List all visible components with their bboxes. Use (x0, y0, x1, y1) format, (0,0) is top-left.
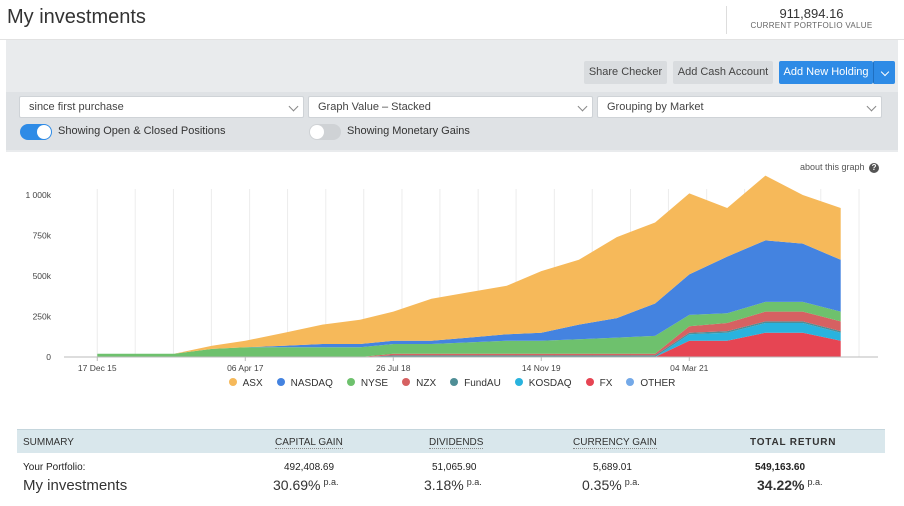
chart-card: about this graph ? 0 250k 500k 750k 1 000k 17… (6, 152, 898, 506)
about-graph-link[interactable]: about this graph ? (800, 162, 880, 173)
capital-gain-value: 492,408.69 (284, 462, 335, 473)
legend-label: NZX (416, 378, 437, 389)
legend-label: NASDAQ (290, 378, 333, 389)
toggle-knob (37, 125, 51, 139)
legend-label: FundAU (464, 378, 501, 389)
legend-swatch (276, 378, 285, 387)
legend-item-asx[interactable]: ASX (228, 378, 263, 389)
toggle-knob (310, 125, 324, 139)
capital-gain-header[interactable]: CAPITAL GAIN (275, 437, 343, 449)
positions-toggle-label: Showing Open & Closed Positions (58, 125, 226, 137)
summary-header-row: SUMMARY CAPITAL GAIN DIVIDENDS CURRENCY … (17, 429, 885, 453)
page-title: My investments (7, 6, 146, 28)
currency-gain-header[interactable]: CURRENCY GAIN (573, 437, 657, 449)
currency-gain-value: 5,689.01 (593, 462, 632, 473)
area-series-asx (97, 175, 841, 354)
y-tick-label: 1 000k (25, 190, 51, 200)
y-tick-label: 250k (33, 312, 52, 322)
summary-header: SUMMARY (23, 437, 74, 448)
dividends-value: 51,065.90 (432, 462, 477, 473)
portfolio-value-label: CURRENT PORTFOLIO VALUE (750, 21, 873, 30)
chart-legend: ASX NASDAQ NYSE NZX FundAU KOSDAQ FX OTHER (6, 378, 898, 398)
legend-label: OTHER (640, 378, 676, 389)
y-tick-label: 750k (33, 231, 52, 241)
portfolio-row-name: My investments (23, 477, 128, 494)
currency-gain-pa: 0.35% p.a. (582, 477, 640, 493)
gains-toggle-label: Showing Monetary Gains (347, 125, 470, 137)
share-checker-button[interactable]: Share Checker (584, 61, 667, 84)
legend-item-kosdaq[interactable]: KOSDAQ (514, 378, 572, 389)
dividends-pa: 3.18% p.a. (424, 477, 482, 493)
legend-swatch (450, 378, 459, 387)
area-series-fx (97, 332, 841, 357)
x-tick-label: 04 Mar 21 (670, 363, 709, 373)
area-series-nzx (97, 311, 841, 357)
filter-bar: since first purchase Graph Value – Stack… (6, 92, 898, 150)
add-cash-account-button[interactable]: Add Cash Account (673, 61, 773, 84)
summary-table: SUMMARY CAPITAL GAIN DIVIDENDS CURRENCY … (17, 429, 885, 506)
gains-toggle[interactable] (309, 124, 341, 140)
legend-label: KOSDAQ (528, 378, 572, 389)
graph-value-select-value: Graph Value – Stacked (318, 101, 431, 113)
legend-item-fx[interactable]: FX (585, 378, 613, 389)
page-header: My investments 911,894.16 CURRENT PORTFO… (0, 0, 904, 40)
area-series-nyse (97, 301, 841, 357)
legend-label: ASX (242, 378, 263, 389)
help-icon: ? (869, 162, 880, 173)
stacked-area-chart: 0 250k 500k 750k 1 000k 17 Dec 15 06 Apr 17 26 … (25, 175, 878, 373)
add-holding-dropdown-button[interactable] (873, 61, 895, 84)
chevron-down-icon (288, 101, 299, 112)
add-new-holding-button[interactable]: Add New Holding (779, 61, 873, 84)
area-series-kosdaq (97, 323, 841, 357)
x-tick-label: 17 Dec 15 (78, 363, 117, 373)
x-tick-label: 06 Apr 17 (227, 363, 264, 373)
legend-swatch (346, 378, 355, 387)
positions-toggle[interactable] (20, 124, 52, 140)
legend-swatch (585, 378, 594, 387)
total-return-value: 549,163.60 (755, 462, 806, 473)
x-tick-label: 14 Nov 19 (522, 363, 561, 373)
grouping-select[interactable]: Grouping by Market (597, 96, 882, 118)
legend-item-fundau[interactable]: FundAU (450, 378, 501, 389)
legend-label: FX (599, 378, 613, 389)
chevron-down-icon (880, 67, 889, 77)
legend-item-nasdaq[interactable]: NASDAQ (276, 378, 333, 389)
area-series-nasdaq (97, 240, 841, 354)
dividends-header[interactable]: DIVIDENDS (429, 437, 484, 449)
total-return-pa: 34.22% p.a. (757, 477, 823, 493)
about-graph-label: about this graph (800, 162, 865, 172)
y-tick-label: 500k (33, 271, 52, 281)
legend-swatch (402, 378, 411, 387)
chevron-down-icon (577, 101, 588, 112)
portfolio-value-box: 911,894.16 CURRENT PORTFOLIO VALUE (726, 6, 896, 34)
main-panel: Share Checker Add Cash Account Add New H… (6, 40, 898, 506)
portfolio-row-label: Your Portfolio: (23, 462, 86, 473)
portfolio-value: 911,894.16 (779, 6, 844, 21)
legend-swatch (228, 378, 237, 387)
x-tick-label: 26 Jul 18 (376, 363, 411, 373)
y-tick-label: 0 (46, 352, 51, 362)
legend-item-other[interactable]: OTHER (626, 378, 675, 389)
grouping-select-value: Grouping by Market (607, 101, 704, 113)
legend-label: NYSE (360, 378, 389, 389)
capital-gain-pa: 30.69% p.a. (273, 477, 339, 493)
period-select[interactable]: since first purchase (19, 96, 304, 118)
legend-item-nyse[interactable]: NYSE (346, 378, 389, 389)
chevron-down-icon (866, 101, 877, 112)
period-select-value: since first purchase (29, 101, 124, 113)
summary-row: Your Portfolio: My investments 492,408.6… (17, 453, 885, 506)
legend-swatch (626, 378, 635, 387)
total-return-header: TOTAL RETURN (750, 437, 837, 448)
graph-value-select[interactable]: Graph Value – Stacked (308, 96, 593, 118)
legend-swatch (514, 378, 523, 387)
legend-item-nzx[interactable]: NZX (402, 378, 436, 389)
